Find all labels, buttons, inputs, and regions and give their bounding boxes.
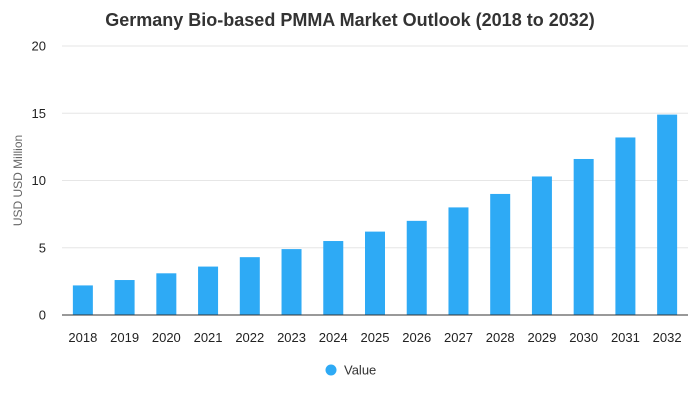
y-tick-label: 15: [32, 106, 46, 121]
bar-2020[interactable]: [156, 273, 177, 315]
bar-2029[interactable]: [531, 176, 552, 315]
x-tick-label: 2019: [110, 330, 139, 345]
legend-label-value: Value: [344, 363, 376, 378]
x-tick-label: 2025: [361, 330, 390, 345]
bars: [72, 114, 678, 315]
x-tick-label: 2021: [194, 330, 223, 345]
x-axis-ticks: 2018 2019 2020 2021 2022 2023 2024 2025 2026 2027…: [68, 330, 681, 345]
bar-2022[interactable]: [239, 257, 260, 315]
x-tick-label: 2032: [653, 330, 682, 345]
bar-2028[interactable]: [490, 193, 511, 315]
x-tick-label: 2031: [611, 330, 640, 345]
bar-2030[interactable]: [573, 158, 594, 315]
x-tick-label: 2026: [402, 330, 431, 345]
y-tick-label: 20: [32, 39, 46, 54]
bar-2024[interactable]: [323, 241, 344, 315]
bar-2018[interactable]: [72, 285, 93, 315]
x-tick-label: 2030: [569, 330, 598, 345]
bar-2031[interactable]: [615, 137, 636, 315]
x-tick-label: 2018: [68, 330, 97, 345]
y-tick-label: 5: [39, 240, 46, 255]
x-tick-label: 2027: [444, 330, 473, 345]
x-tick-label: 2022: [235, 330, 264, 345]
bar-2026[interactable]: [406, 220, 427, 315]
chart-title: Germany Bio-based PMMA Market Outlook (2…: [105, 10, 594, 30]
gridlines: [62, 45, 688, 249]
bar-2023[interactable]: [281, 249, 302, 315]
legend: Value: [325, 363, 376, 378]
legend-marker-value: [325, 364, 337, 376]
x-tick-label: 2024: [319, 330, 348, 345]
bar-2025[interactable]: [365, 231, 385, 315]
y-axis-label: USD USD Million: [11, 135, 25, 226]
bar-2032[interactable]: [657, 114, 678, 315]
y-tick-label: 10: [32, 173, 46, 188]
bar-2021[interactable]: [198, 266, 219, 315]
x-tick-label: 2029: [527, 330, 556, 345]
x-tick-label: 2023: [277, 330, 306, 345]
bar-2027[interactable]: [448, 207, 469, 315]
x-tick-label: 2028: [486, 330, 515, 345]
y-tick-label: 0: [39, 308, 46, 323]
x-tick-label: 2020: [152, 330, 181, 345]
y-axis-ticks: 0 5 10 15 20: [32, 39, 46, 323]
bar-2019[interactable]: [114, 280, 135, 315]
